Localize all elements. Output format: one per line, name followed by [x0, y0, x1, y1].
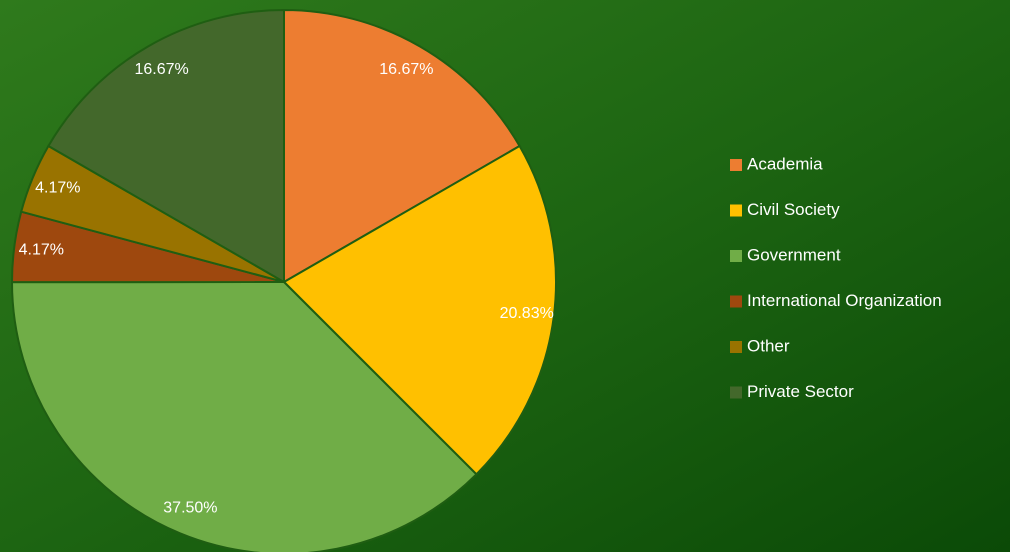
slice-labels: 16.67% 20.83% 37.50% 4.17% 4.17% 16.67% [19, 61, 554, 516]
legend-swatch [730, 250, 742, 262]
legend-swatch [730, 295, 742, 308]
legend: Academia Civil Society Government Internati… [730, 154, 942, 401]
pie [10, 8, 557, 552]
slice-label: 4.17% [19, 241, 64, 258]
legend-swatch [730, 204, 742, 217]
pie-slice [47, 8, 285, 284]
pie-slice [282, 144, 557, 476]
legend-swatch [730, 341, 742, 353]
legend-swatch [730, 159, 742, 171]
slice-label: 37.50% [163, 499, 217, 516]
legend-label: International Organization [747, 291, 942, 310]
slice-label: 4.17% [35, 180, 80, 197]
slice-label: 20.83% [500, 305, 554, 322]
pie-slice [283, 8, 521, 284]
legend-label: Government [747, 245, 841, 264]
legend-label: Civil Society [747, 200, 840, 219]
legend-label: Other [747, 336, 790, 355]
slice-label: 16.67% [134, 61, 188, 78]
pie-slice [10, 280, 478, 552]
legend-label: Private Sector [747, 382, 854, 401]
legend-swatch [730, 386, 742, 399]
legend-label: Academia [747, 154, 823, 173]
slice-label: 16.67% [379, 61, 433, 78]
